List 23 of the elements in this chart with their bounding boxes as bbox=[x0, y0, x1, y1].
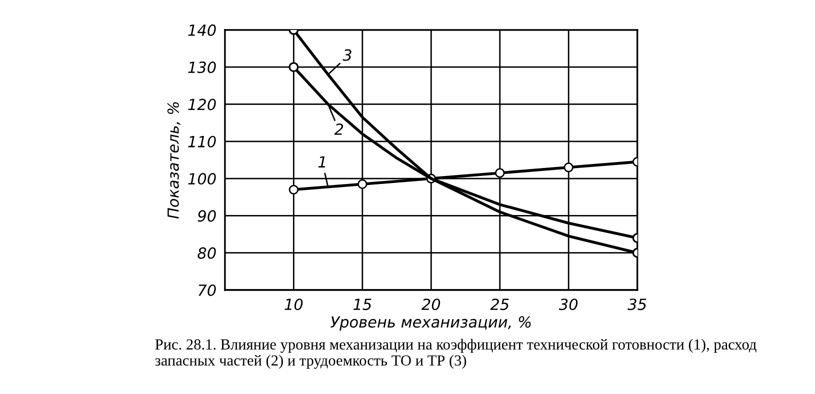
x-tick-label: 10 bbox=[284, 298, 303, 310]
x-tick-label: 35 bbox=[628, 298, 646, 310]
x-tick-label: 15 bbox=[353, 298, 372, 310]
y-tick-label: 100 bbox=[188, 173, 216, 185]
y-tick-label: 140 bbox=[188, 24, 216, 36]
legend-label: 2 bbox=[334, 123, 344, 135]
series-label: 3 bbox=[342, 49, 352, 61]
series-label: 1 bbox=[318, 156, 326, 168]
text: Рис. 28.1. Влияние уровня механизации на коэффициент технической готовности (1), расход запасных частей (2) и трудоемкость ТО и ТР (3) bbox=[155, 338, 756, 369]
y-tick-label: 120 bbox=[188, 98, 216, 110]
point bbox=[288, 184, 299, 195]
y-axis-title: Показатель, % bbox=[167, 102, 180, 219]
y-tick-label: 80 bbox=[198, 247, 216, 259]
point bbox=[495, 168, 505, 178]
x-tick-label: 30 bbox=[558, 298, 578, 310]
x-tick-label: 25 bbox=[490, 298, 509, 310]
x-axis-title: Уровень механизации, % bbox=[330, 316, 531, 331]
y-tick-label: 110 bbox=[188, 136, 216, 148]
y-tick-label: 90 bbox=[198, 210, 216, 222]
y-tick-label: 70 bbox=[198, 284, 216, 296]
y-tick-label: 130 bbox=[188, 62, 216, 74]
point bbox=[358, 179, 368, 189]
x-tick-label: 20 bbox=[421, 298, 440, 310]
